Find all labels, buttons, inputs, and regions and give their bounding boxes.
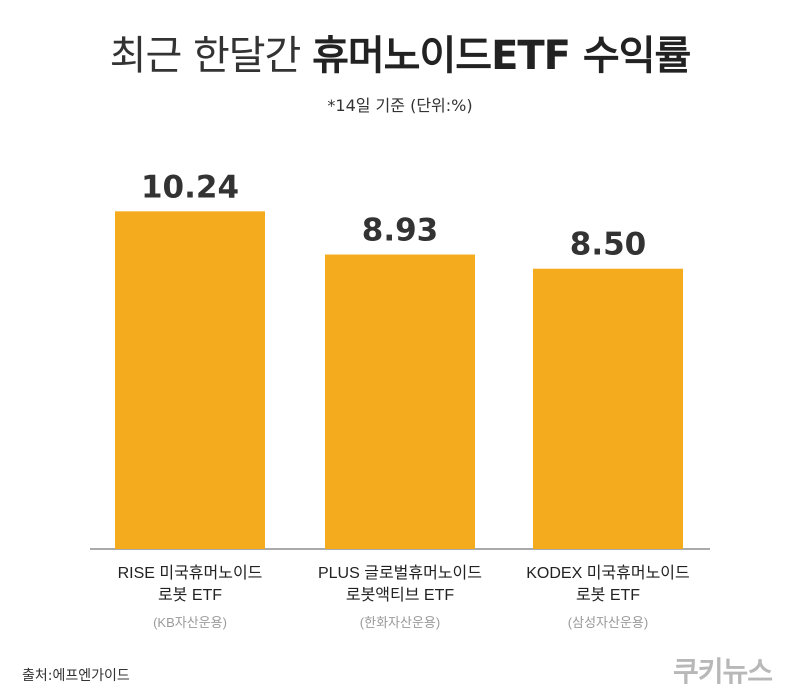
category-label-line2: 로봇액티브 ETF — [345, 587, 455, 604]
chart-title-bold: 휴머노이드ETF 수익률 — [312, 33, 691, 79]
category-label-line1: RISE 미국휴머노이드 — [117, 565, 263, 582]
source-note: 출처:에프엔가이드 — [22, 668, 130, 684]
bar-3 — [533, 268, 683, 549]
chart-title-light: 최근 한달간 — [109, 33, 302, 79]
category-label-line2: 로봇 ETF — [157, 587, 223, 604]
publisher-logo: 쿠키뉴스 — [672, 655, 773, 688]
bar-value-label-2: 8.93 — [362, 213, 439, 249]
chart-subtitle: *14일 기준 (단위:%) — [327, 96, 473, 115]
category-label-line2: 로봇 ETF — [575, 587, 641, 604]
category-company-3: (삼성자산운용) — [567, 615, 649, 630]
bar-2 — [325, 254, 475, 549]
category-label-line1: KODEX 미국휴머노이드 — [526, 565, 690, 582]
category-company-1: (KB자산운용) — [153, 615, 227, 630]
chart-title: 최근 한달간 휴머노이드ETF 수익률 — [0, 30, 800, 82]
category-label-line1: PLUS 글로벌휴머노이드 — [317, 565, 482, 582]
category-company-2: (한화자산운용) — [359, 615, 441, 630]
bar-value-label-3: 8.50 — [570, 227, 647, 263]
bar-value-label-1: 10.24 — [141, 169, 239, 205]
bar-1 — [115, 211, 265, 550]
